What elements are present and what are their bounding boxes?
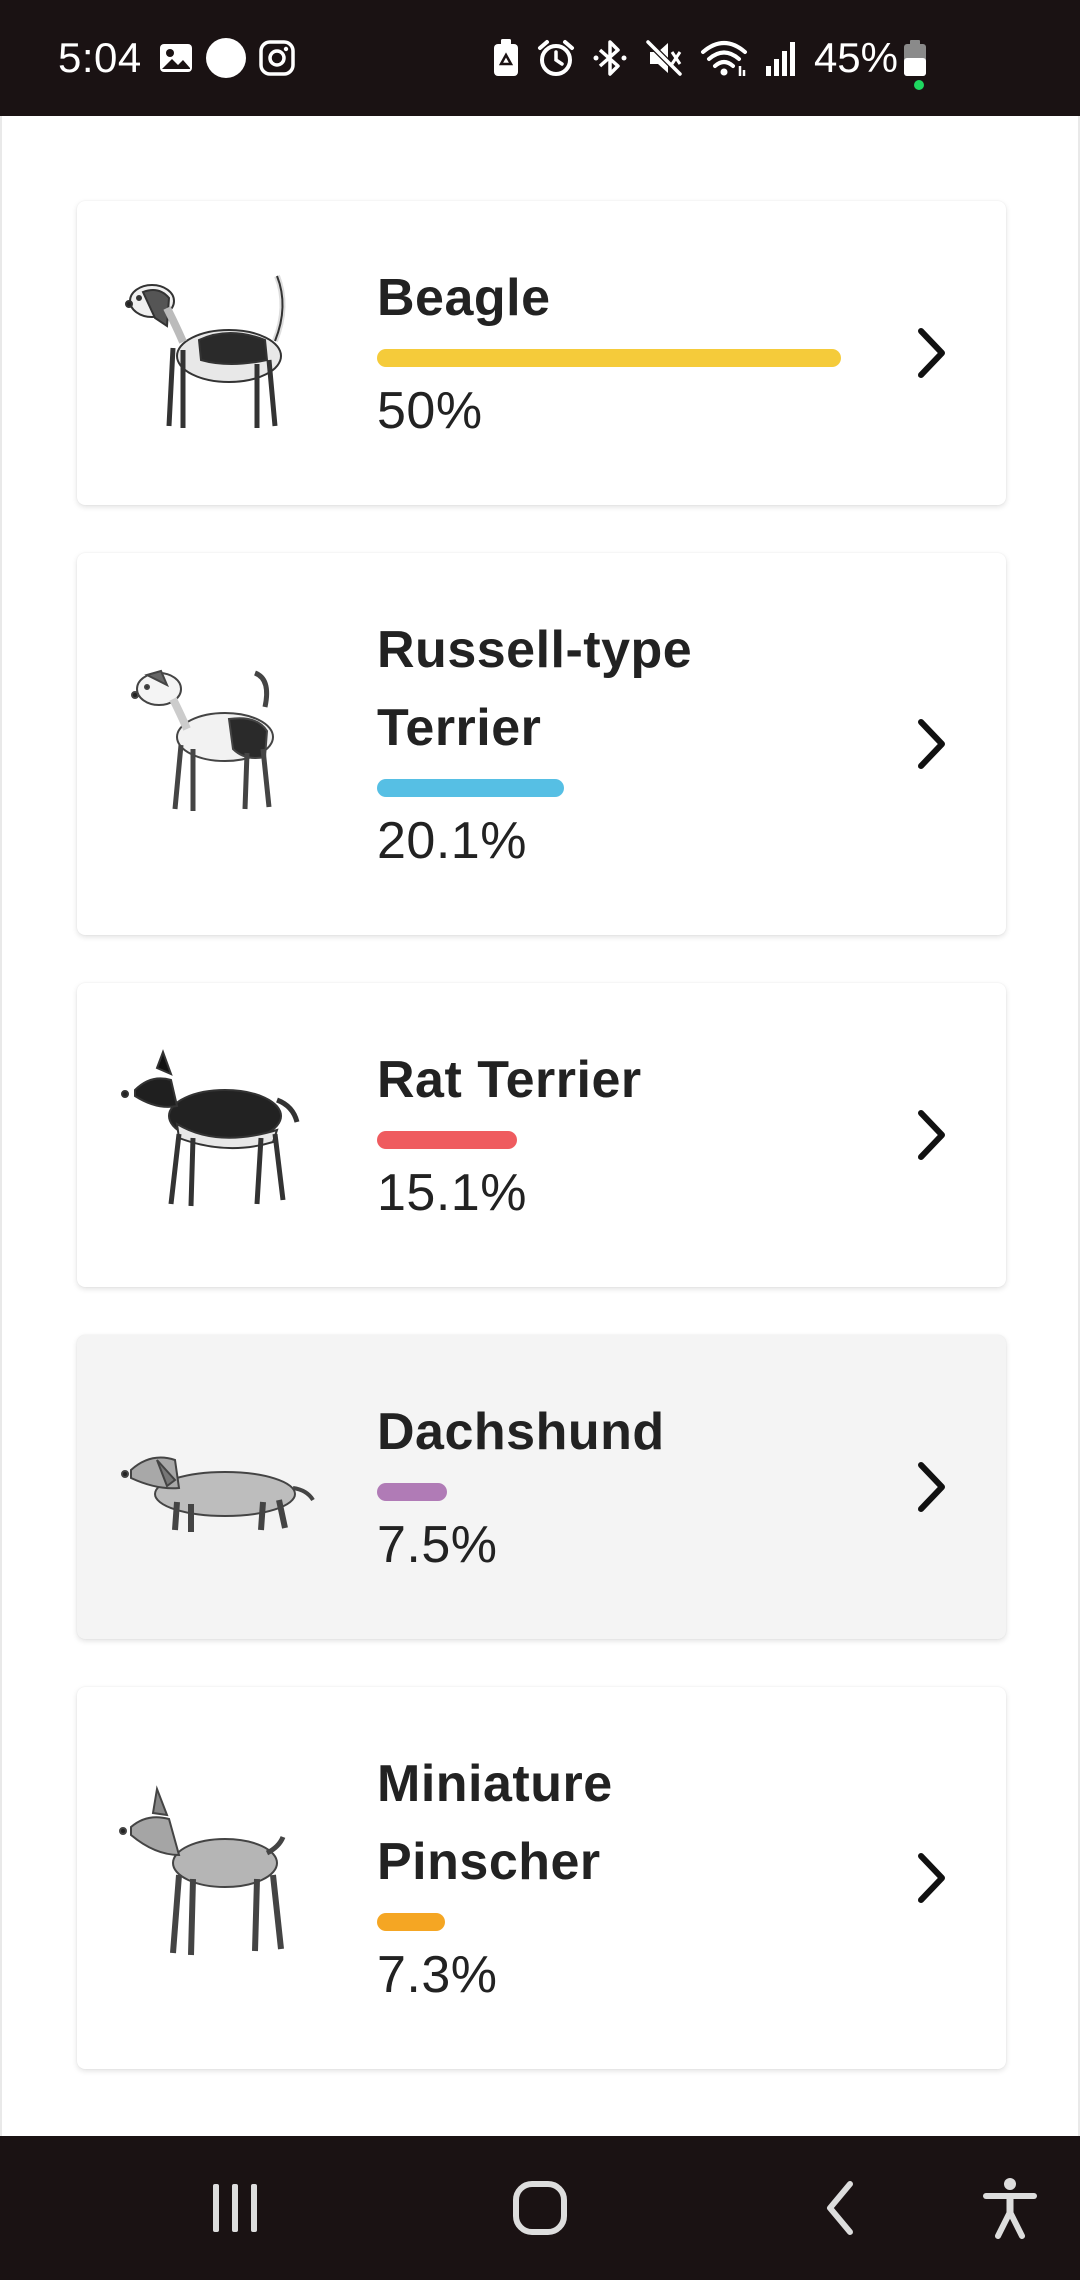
breed-card-russell-type-terrier[interactable]: Russell-type Terrier 20.1% [77,553,1006,935]
breed-percent: 15.1% [377,1164,527,1222]
bluetooth-icon [592,38,628,78]
miniature-pinscher-illustration [119,1785,286,1956]
chevron-right-icon [918,1110,945,1160]
rat-terrier-illustration [121,1049,300,1207]
breed-card-rat-terrier[interactable]: Rat Terrier 15.1% [77,983,1006,1287]
beagle-illustration [125,274,286,428]
mute-icon [644,38,684,78]
instagram-icon [258,39,296,77]
gallery-icon [158,40,194,76]
battery-icon [902,38,928,78]
status-bar: 5:04 [0,0,1080,116]
status-bar-right: 45% [476,0,928,116]
signal-icon [764,38,800,78]
breed-percent-bar [377,779,564,797]
status-time: 5:04 [58,34,142,81]
breed-percent: 7.3% [377,1946,498,2004]
breed-percent-bar [377,349,841,367]
chevron-right-icon [918,1853,945,1903]
back-icon [827,2181,853,2235]
breed-card-dachshund[interactable]: Dachshund 7.5% [77,1335,1006,1639]
breed-percent-bar [377,1483,447,1501]
wifi-icon [700,38,748,78]
battery-percent: 45% [813,34,898,81]
chevron-right-icon [918,1462,945,1512]
breed-name: Dachshund [377,1403,665,1461]
status-bar-left: 5:04 [58,0,306,116]
home-button[interactable] [500,2136,580,2280]
accessibility-icon [983,2178,1037,2239]
breed-percent: 50% [377,382,483,440]
alarm-icon [536,38,576,78]
recent-apps-icon [213,2184,257,2232]
chevron-right-icon [918,719,945,769]
breed-percent: 20.1% [377,812,527,870]
chevron-right-icon [918,328,945,378]
circle-icon [204,36,248,80]
navigation-bar [0,2136,1080,2280]
russell-terrier-illustration [131,669,274,811]
breed-percent-bar [377,1131,517,1149]
breed-card-beagle[interactable]: Beagle 50% [77,201,1006,505]
back-button[interactable] [800,2136,880,2280]
breed-name: Russell-type Terrier [377,621,693,757]
breed-percent: 7.5% [377,1516,498,1574]
recent-apps-button[interactable] [195,2136,275,2280]
breed-percent-bar [377,1913,445,1931]
home-icon [513,2181,567,2235]
breed-card-miniature-pinscher[interactable]: Miniature Pinscher 7.3% [77,1687,1006,2069]
breed-name: Beagle [377,269,551,327]
breed-name: Miniature Pinscher [377,1755,613,1891]
dachshund-illustration [121,1456,315,1532]
breed-name: Rat Terrier [377,1051,642,1109]
battery-saver-icon [492,38,520,78]
privacy-indicator-dot [914,80,924,90]
breed-list: Beagle 50% Russell-type Terrie [0,116,1080,2136]
accessibility-button[interactable] [970,2136,1050,2280]
